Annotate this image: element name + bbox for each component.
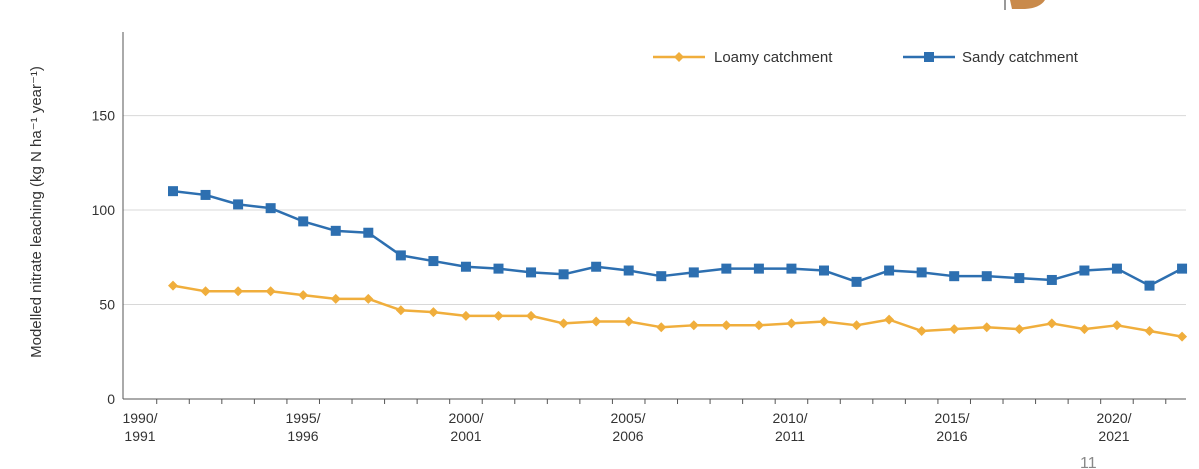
- point-loamy-catchment-2001: [493, 310, 504, 321]
- point-loamy-catchment-2022: [1177, 331, 1188, 342]
- x-tick-label-2021: 2020/2021: [1096, 410, 1131, 444]
- point-sandy-catchment-2022: [1177, 263, 1188, 274]
- point-loamy-catchment-2011: [819, 316, 829, 327]
- legend-label-loamy-catchment: Loamy catchment: [714, 49, 833, 66]
- series-group: [168, 186, 1188, 342]
- point-sandy-catchment-2021: [1144, 280, 1155, 291]
- point-sandy-catchment-2020: [1111, 263, 1122, 274]
- point-loamy-catchment-1994: [265, 286, 276, 297]
- axes: [122, 32, 1186, 404]
- point-loamy-catchment-1998: [395, 305, 406, 316]
- point-sandy-catchment-2011: [819, 265, 829, 276]
- x-tick-label-2001: 2000/2001: [448, 410, 483, 444]
- point-loamy-catchment-1991: [168, 280, 178, 291]
- point-sandy-catchment-2012: [851, 276, 862, 287]
- x-tick-labels: 1990/1991 1995/1996 2000/2001 2005/2006 2010…: [122, 410, 1131, 444]
- point-loamy-catchment-1993: [233, 286, 244, 297]
- point-sandy-catchment-1994: [265, 203, 276, 214]
- point-sandy-catchment-2016: [981, 271, 992, 282]
- y-tick-labels: 0 50 100 150: [92, 108, 116, 407]
- point-loamy-catchment-2015: [949, 324, 960, 335]
- point-sandy-catchment-2019: [1079, 265, 1090, 276]
- point-sandy-catchment-1999: [428, 256, 439, 267]
- legend: Loamy catchment Sandy catchment: [653, 49, 1079, 66]
- point-loamy-catchment-2003: [558, 318, 569, 329]
- decor-shape: [1010, 0, 1045, 9]
- point-loamy-catchment-2006: [656, 322, 667, 333]
- point-sandy-catchment-2000: [460, 261, 471, 272]
- series-line-loamy-catchment: [172, 284, 1183, 338]
- point-sandy-catchment-1998: [395, 250, 406, 261]
- legend-marker-sandy-catchment: [924, 52, 934, 62]
- point-sandy-catchment-1993: [233, 199, 244, 210]
- point-sandy-catchment-2006: [656, 271, 667, 282]
- point-sandy-catchment-2017: [1014, 273, 1025, 284]
- point-sandy-catchment-2007: [688, 267, 699, 278]
- point-sandy-catchment-2010: [786, 263, 797, 274]
- page-number: 11: [1080, 455, 1097, 469]
- point-loamy-catchment-2016: [981, 322, 992, 333]
- point-loamy-catchment-2005: [623, 316, 634, 327]
- point-sandy-catchment-2009: [753, 263, 764, 274]
- series-line-sandy-catchment: [172, 189, 1183, 287]
- x-tick-label-2016: 2015/2016: [934, 410, 969, 444]
- point-loamy-catchment-2012: [851, 320, 862, 331]
- point-loamy-catchment-2021: [1144, 325, 1155, 336]
- grid-lines: [123, 115, 1186, 306]
- y-tick-label-0: 0: [107, 391, 115, 407]
- point-loamy-catchment-2013: [884, 314, 895, 325]
- point-sandy-catchment-2015: [949, 271, 960, 282]
- point-loamy-catchment-2018: [1046, 318, 1057, 329]
- point-sandy-catchment-2008: [721, 263, 732, 274]
- point-loamy-catchment-1995: [298, 290, 309, 301]
- y-tick-label-100: 100: [92, 202, 116, 218]
- point-loamy-catchment-2019: [1079, 324, 1090, 335]
- point-sandy-catchment-1991: [168, 186, 178, 197]
- point-sandy-catchment-1992: [200, 189, 211, 200]
- point-loamy-catchment-2004: [591, 316, 602, 327]
- point-loamy-catchment-2008: [721, 320, 732, 331]
- point-loamy-catchment-2020: [1111, 320, 1122, 331]
- point-loamy-catchment-2002: [526, 310, 537, 321]
- point-sandy-catchment-2002: [526, 267, 537, 278]
- x-tick-label-2011: 2010/2011: [772, 410, 807, 444]
- point-sandy-catchment-2004: [591, 261, 602, 272]
- point-sandy-catchment-1995: [298, 216, 309, 227]
- point-sandy-catchment-2014: [916, 267, 927, 278]
- point-loamy-catchment-2000: [460, 310, 471, 321]
- point-loamy-catchment-1999: [428, 307, 439, 318]
- point-sandy-catchment-2001: [493, 263, 504, 274]
- point-sandy-catchment-2005: [623, 265, 634, 276]
- point-sandy-catchment-1996: [330, 225, 341, 236]
- point-loamy-catchment-2014: [916, 325, 927, 336]
- x-tick-label-1996: 1995/1996: [285, 410, 320, 444]
- x-tick-label-2006: 2005/2006: [610, 410, 645, 444]
- point-loamy-catchment-1997: [363, 293, 374, 304]
- y-axis-title: Modelled nitrate leaching (kg N ha⁻¹ yea…: [28, 66, 45, 358]
- point-loamy-catchment-2017: [1014, 324, 1025, 335]
- point-sandy-catchment-2018: [1046, 274, 1057, 285]
- point-sandy-catchment-1997: [363, 227, 374, 238]
- point-loamy-catchment-2010: [786, 318, 797, 329]
- legend-marker-loamy-catchment: [674, 52, 684, 62]
- y-tick-label-50: 50: [99, 297, 115, 313]
- x-tick-label-1991: 1990/1991: [122, 410, 157, 444]
- point-sandy-catchment-2013: [884, 265, 895, 276]
- point-loamy-catchment-2007: [688, 320, 699, 331]
- point-sandy-catchment-2003: [558, 269, 569, 280]
- y-tick-label-150: 150: [92, 108, 116, 124]
- decorative-corner: [1004, 0, 1045, 10]
- legend-label-sandy-catchment: Sandy catchment: [962, 49, 1079, 66]
- point-loamy-catchment-2009: [753, 320, 764, 331]
- point-loamy-catchment-1996: [330, 293, 341, 304]
- point-loamy-catchment-1992: [200, 286, 211, 297]
